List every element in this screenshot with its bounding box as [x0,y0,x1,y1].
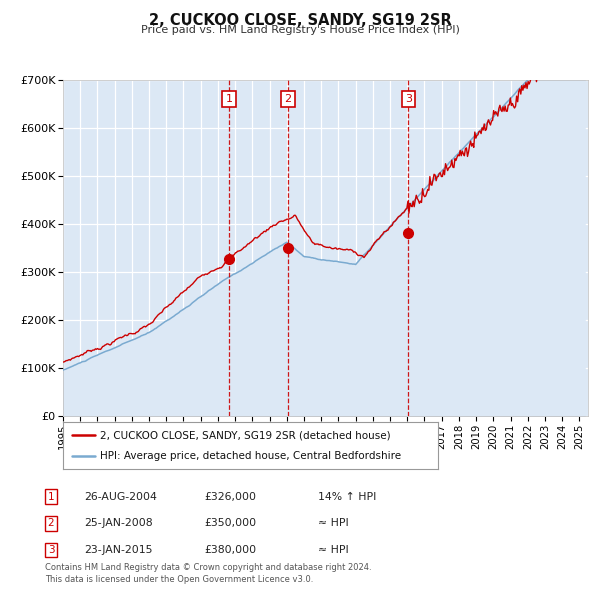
Text: 23-JAN-2015: 23-JAN-2015 [84,545,152,555]
Text: 3: 3 [405,94,412,104]
Text: 2: 2 [284,94,292,104]
Text: 2, CUCKOO CLOSE, SANDY, SG19 2SR (detached house): 2, CUCKOO CLOSE, SANDY, SG19 2SR (detach… [101,430,391,440]
Text: 1: 1 [47,492,55,502]
Text: HPI: Average price, detached house, Central Bedfordshire: HPI: Average price, detached house, Cent… [101,451,401,461]
Text: 2: 2 [47,519,55,528]
Text: 25-JAN-2008: 25-JAN-2008 [84,519,152,528]
Text: This data is licensed under the Open Government Licence v3.0.: This data is licensed under the Open Gov… [45,575,313,584]
Text: 14% ↑ HPI: 14% ↑ HPI [318,492,376,502]
Text: 1: 1 [226,94,233,104]
Text: £326,000: £326,000 [204,492,256,502]
Text: 2, CUCKOO CLOSE, SANDY, SG19 2SR: 2, CUCKOO CLOSE, SANDY, SG19 2SR [149,13,451,28]
Text: ≈ HPI: ≈ HPI [318,545,349,555]
Text: Price paid vs. HM Land Registry's House Price Index (HPI): Price paid vs. HM Land Registry's House … [140,25,460,35]
Text: 26-AUG-2004: 26-AUG-2004 [84,492,157,502]
Text: 3: 3 [47,545,55,555]
Text: £350,000: £350,000 [204,519,256,528]
Text: £380,000: £380,000 [204,545,256,555]
Text: Contains HM Land Registry data © Crown copyright and database right 2024.: Contains HM Land Registry data © Crown c… [45,563,371,572]
Text: ≈ HPI: ≈ HPI [318,519,349,528]
